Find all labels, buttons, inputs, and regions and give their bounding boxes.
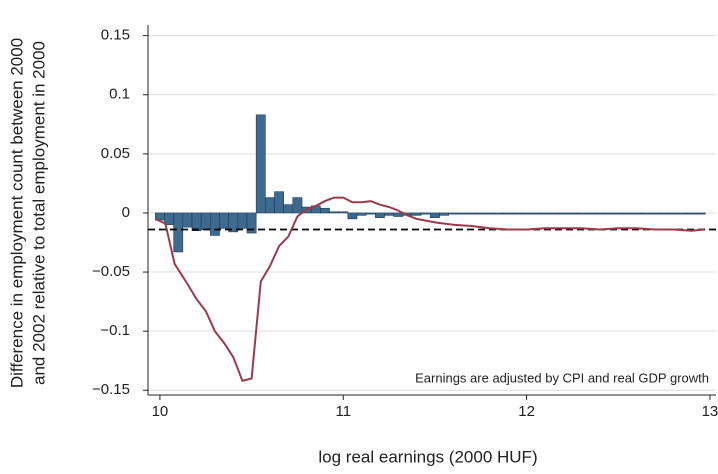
bar xyxy=(475,212,486,215)
bar xyxy=(650,212,660,215)
bar xyxy=(173,212,184,253)
bar xyxy=(393,212,404,217)
y-tick-label: −0.05 xyxy=(92,263,130,280)
y-tick-label: −0.15 xyxy=(92,381,130,398)
bar xyxy=(356,212,367,216)
bar xyxy=(695,212,706,215)
bar xyxy=(347,212,358,220)
bar xyxy=(274,191,284,214)
bar xyxy=(640,212,651,215)
bar xyxy=(365,212,376,215)
x-axis-label: log real earnings (2000 HUF) xyxy=(318,447,537,466)
bar xyxy=(384,212,394,216)
bar xyxy=(686,212,697,215)
bar xyxy=(219,212,229,229)
y-tick-label: 0 xyxy=(122,204,130,221)
bar xyxy=(246,212,257,234)
bar xyxy=(200,212,211,230)
bar xyxy=(338,211,349,214)
bar xyxy=(191,212,202,231)
bar xyxy=(549,212,559,215)
bar xyxy=(585,212,596,215)
y-tick-label: 0.15 xyxy=(101,27,130,44)
x-tick-label: 12 xyxy=(518,403,535,420)
bar xyxy=(485,212,495,215)
bar xyxy=(265,197,275,214)
bar xyxy=(604,212,614,215)
bar xyxy=(503,212,514,215)
bar xyxy=(255,114,266,214)
y-tick-label: 0.05 xyxy=(101,145,130,162)
y-axis-label: and 2002 relative to total employment in… xyxy=(29,41,48,385)
bar xyxy=(494,212,504,215)
bar xyxy=(576,212,587,215)
bar xyxy=(668,212,679,215)
bar xyxy=(210,212,220,236)
x-tick-label: 10 xyxy=(152,403,169,420)
x-tick-label: 13 xyxy=(702,403,718,420)
bar xyxy=(420,212,431,215)
bar xyxy=(659,212,669,215)
annotation: Earnings are adjusted by CPI and real GD… xyxy=(415,370,709,385)
bar xyxy=(237,212,248,229)
y-axis-label: Difference in employment count between 2… xyxy=(7,38,26,388)
line-series xyxy=(154,196,705,382)
bar xyxy=(430,212,440,218)
bar xyxy=(540,212,550,215)
bar xyxy=(567,212,578,215)
bar xyxy=(631,212,642,215)
bar xyxy=(439,212,449,216)
bar xyxy=(512,212,523,215)
x-tick-label: 11 xyxy=(335,403,351,420)
bar xyxy=(677,212,688,215)
bar xyxy=(320,207,330,214)
bar xyxy=(375,212,385,218)
bar xyxy=(466,212,477,215)
bar xyxy=(558,212,569,215)
bar xyxy=(329,211,339,214)
y-tick-label: 0.1 xyxy=(109,86,130,103)
bar xyxy=(530,212,541,215)
bar xyxy=(457,212,468,215)
bar xyxy=(595,212,605,215)
bar xyxy=(448,212,459,215)
bar xyxy=(613,212,624,215)
bar xyxy=(411,212,422,216)
y-tick-label: −0.1 xyxy=(100,322,130,339)
bar xyxy=(521,212,532,215)
bar xyxy=(283,204,294,214)
bar xyxy=(622,212,633,215)
bar xyxy=(182,212,193,228)
bar xyxy=(292,197,303,214)
